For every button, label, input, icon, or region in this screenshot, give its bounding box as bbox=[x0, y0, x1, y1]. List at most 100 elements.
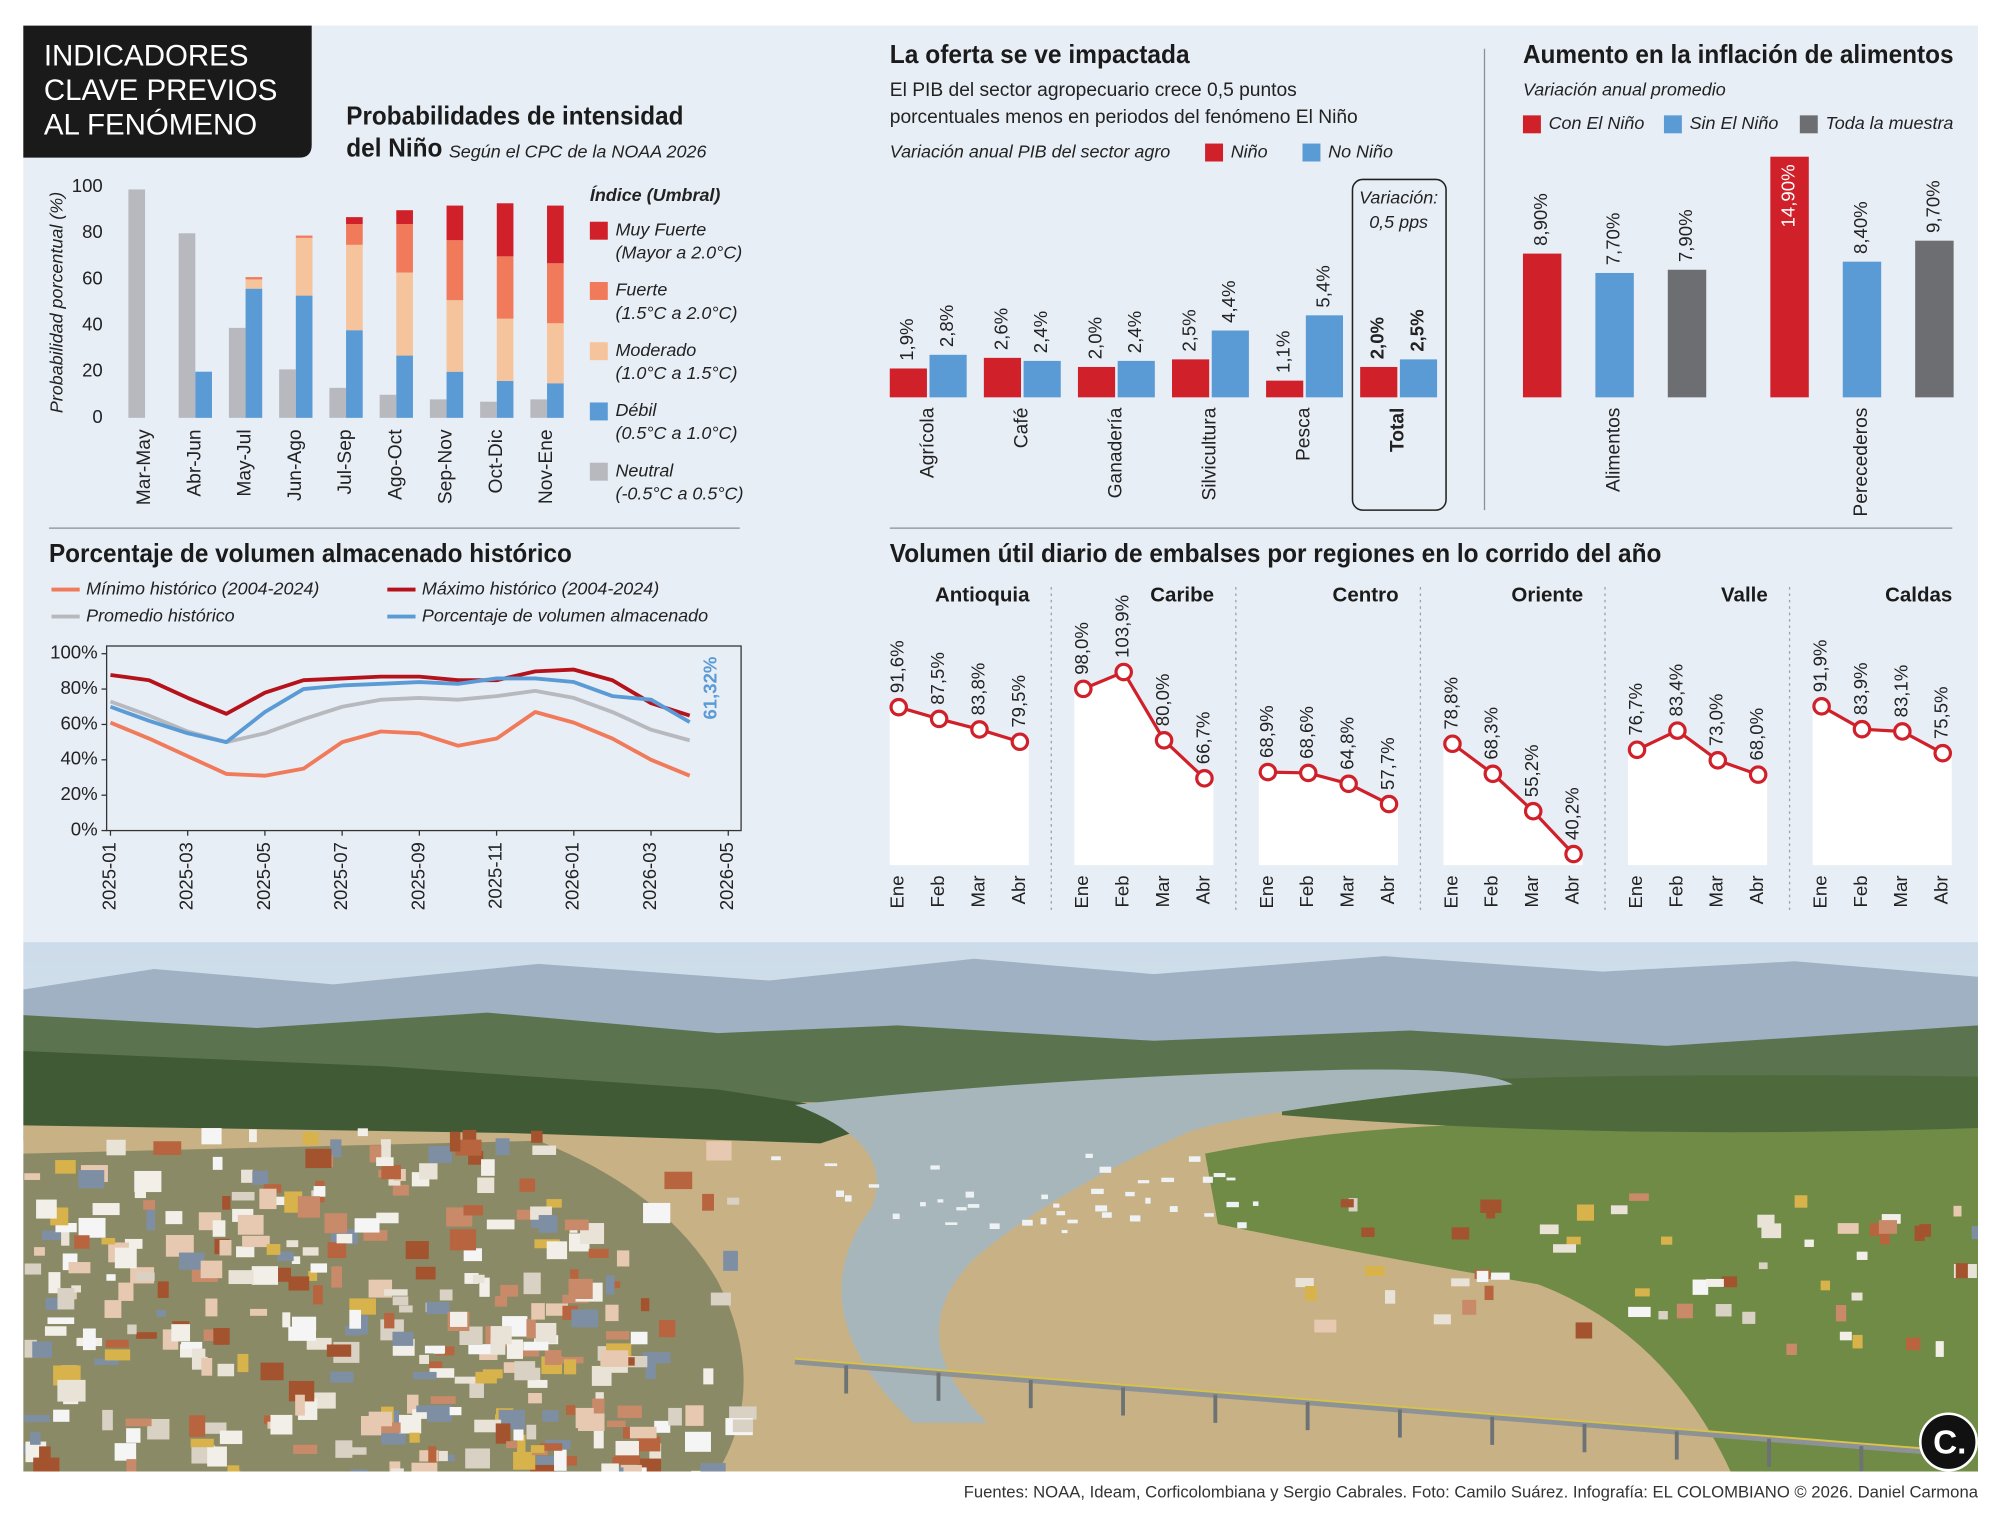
photo-house bbox=[481, 1159, 495, 1176]
photo-house bbox=[125, 1418, 152, 1427]
photo-house bbox=[201, 1128, 222, 1145]
region-name: Oriente bbox=[1511, 583, 1583, 606]
photo-house bbox=[1480, 1199, 1502, 1213]
bar-segment bbox=[446, 371, 464, 418]
legend-label: Con El Niño bbox=[1549, 113, 1645, 133]
photo-house bbox=[1835, 1305, 1847, 1322]
value-label: 2,5% bbox=[1179, 309, 1200, 351]
photo-house bbox=[1955, 1263, 1968, 1279]
photo-bridge-pillars bbox=[844, 1365, 1864, 1472]
legend-range: (0.5°C a 1.0°C) bbox=[615, 423, 737, 443]
legend-swatch bbox=[1663, 115, 1682, 134]
photo-house bbox=[429, 1361, 443, 1372]
data-point bbox=[1812, 697, 1831, 716]
bar-segment bbox=[346, 330, 363, 418]
photo-house bbox=[419, 1354, 430, 1364]
photo-house bbox=[203, 1329, 219, 1342]
bar-segment bbox=[245, 288, 263, 418]
photo-house bbox=[222, 1196, 231, 1210]
photo-house bbox=[1971, 1226, 1978, 1240]
value-label: 2,4% bbox=[1030, 311, 1051, 353]
value-label: 7,90% bbox=[1675, 209, 1696, 262]
photo-house bbox=[219, 1239, 232, 1256]
photo-boat bbox=[920, 1202, 926, 1207]
value-label: 1,9% bbox=[896, 318, 917, 360]
logo-badge bbox=[1919, 1412, 1978, 1472]
photo-house bbox=[324, 1213, 348, 1234]
x-tick-label: Ene bbox=[1071, 875, 1092, 908]
photo-house bbox=[1879, 1229, 1890, 1245]
bar-segment bbox=[530, 399, 548, 418]
photo-house bbox=[134, 1180, 147, 1199]
photo-house bbox=[1837, 1223, 1859, 1234]
bar-segment bbox=[547, 383, 564, 418]
x-tick-label: Perecederos bbox=[1851, 408, 1872, 517]
photo-house bbox=[350, 1469, 368, 1472]
bar-segment bbox=[496, 203, 514, 257]
photo-house bbox=[449, 1406, 462, 1416]
photo-house bbox=[531, 1303, 545, 1320]
value-label: 2,0% bbox=[1084, 317, 1105, 359]
chart-title: Aumento en la inflación de alimentos bbox=[1523, 41, 1954, 69]
photo-house bbox=[212, 1156, 223, 1170]
data-line bbox=[1451, 742, 1575, 856]
photo-house bbox=[538, 1215, 558, 1233]
legend-label: Máximo histórico (2004-2024) bbox=[422, 578, 659, 598]
photo-house bbox=[1629, 1193, 1649, 1201]
photo-house bbox=[236, 1246, 255, 1258]
x-tick-label: 2025-11 bbox=[484, 842, 505, 909]
photo-house bbox=[514, 1361, 536, 1381]
x-tick-label: Pesca bbox=[1294, 407, 1315, 461]
photo-boat bbox=[1252, 1201, 1259, 1206]
photo-bridge bbox=[794, 1358, 1924, 1455]
photo-house bbox=[78, 1170, 105, 1189]
photo-house bbox=[614, 1455, 641, 1465]
value-label: 68,0% bbox=[1746, 708, 1767, 761]
photo-house bbox=[82, 1328, 96, 1351]
photo-house bbox=[392, 1331, 414, 1346]
value-label: 8,90% bbox=[1530, 193, 1551, 246]
data-point bbox=[1748, 765, 1768, 784]
photo-house bbox=[101, 1237, 116, 1245]
photo-house bbox=[384, 1313, 395, 1329]
photo-house bbox=[1856, 1251, 1868, 1260]
chart-subtitle: El PIB del sector agropecuario crece 0,5… bbox=[890, 80, 1297, 101]
photo-house bbox=[645, 1363, 656, 1380]
value-label: 87,5% bbox=[927, 652, 948, 705]
value-label: 2,4% bbox=[1124, 311, 1145, 353]
x-tick-label: Ene bbox=[1810, 875, 1831, 908]
photo-house bbox=[259, 1188, 277, 1210]
bar-segment bbox=[195, 371, 212, 418]
photo-house bbox=[412, 1409, 429, 1419]
value-label: 83,4% bbox=[1665, 664, 1686, 717]
photo-house bbox=[514, 1346, 540, 1357]
photo-house bbox=[250, 1308, 268, 1316]
photo-water bbox=[794, 1069, 1513, 1423]
photo-house bbox=[330, 1371, 354, 1383]
bar-segment bbox=[480, 401, 497, 418]
y-tick-label: 40 bbox=[82, 313, 103, 334]
area-fill bbox=[1258, 772, 1398, 866]
photo-house bbox=[729, 1406, 757, 1420]
x-tick-label: Abr bbox=[1377, 875, 1398, 904]
x-tick-label: Sep-Nov bbox=[436, 429, 457, 504]
photo-house bbox=[463, 1248, 482, 1262]
photo-house bbox=[668, 1407, 682, 1426]
y-tick-label: 20% bbox=[60, 783, 97, 804]
photo-house bbox=[291, 1256, 301, 1265]
photo-house bbox=[588, 1248, 609, 1259]
data-point bbox=[1523, 801, 1543, 821]
x-tick-label: Oct-Dic bbox=[486, 429, 507, 493]
photo-house bbox=[1721, 1276, 1738, 1288]
photo-house bbox=[475, 1371, 497, 1384]
photo-boat bbox=[1129, 1215, 1141, 1222]
photo-house bbox=[1881, 1214, 1901, 1224]
value-label: 2,6% bbox=[990, 308, 1011, 350]
photo-house bbox=[539, 1443, 563, 1451]
photo-house bbox=[178, 1252, 205, 1270]
photo-house bbox=[606, 1331, 630, 1340]
legend-label: Porcentaje de volumen almacenado bbox=[422, 605, 708, 625]
photo-house bbox=[528, 1393, 542, 1404]
photo-house bbox=[513, 1451, 536, 1470]
